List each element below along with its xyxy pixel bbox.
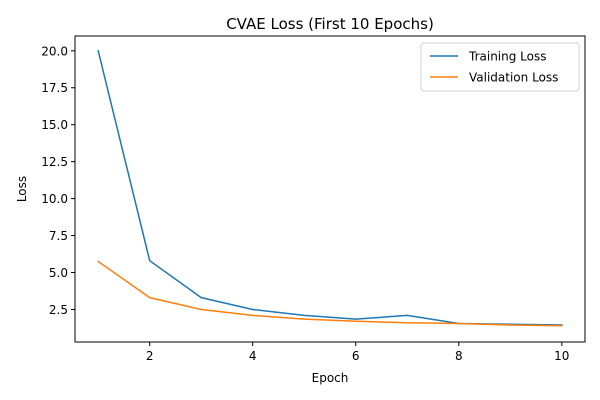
y-axis-ticks: 2.5 5.0 7.5 10.0 12.5 15.0 17.5 20.0 (41, 44, 75, 317)
y-tick-label: 15.0 (41, 118, 68, 132)
y-axis-label: Loss (15, 176, 29, 202)
series-line-validation-loss (97, 260, 563, 327)
legend: Training Loss Validation Loss (420, 42, 580, 92)
y-tick-label: 10.0 (41, 192, 68, 206)
legend-label-validation-loss: Validation Loss (469, 71, 558, 85)
x-tick-label: 6 (352, 349, 360, 363)
x-tick-label: 8 (455, 349, 463, 363)
x-axis-label: Epoch (312, 371, 349, 385)
plot-frame (74, 35, 586, 343)
x-axis-ticks: 2 4 6 8 10 (146, 342, 569, 363)
y-tick-label: 12.5 (41, 155, 68, 169)
y-tick-label: 5.0 (49, 266, 68, 280)
y-tick-label: 20.0 (41, 44, 68, 58)
series-layer (97, 49, 563, 327)
y-tick-label: 7.5 (49, 229, 68, 243)
y-tick-label: 17.5 (41, 81, 68, 95)
chart-title: CVAE Loss (First 10 Epochs) (226, 15, 434, 33)
x-tick-label: 2 (146, 349, 154, 363)
y-tick-label: 2.5 (49, 303, 68, 317)
x-tick-label: 4 (249, 349, 257, 363)
legend-box (420, 42, 580, 92)
x-tick-label: 10 (554, 349, 569, 363)
legend-label-training-loss: Training Loss (468, 50, 546, 64)
